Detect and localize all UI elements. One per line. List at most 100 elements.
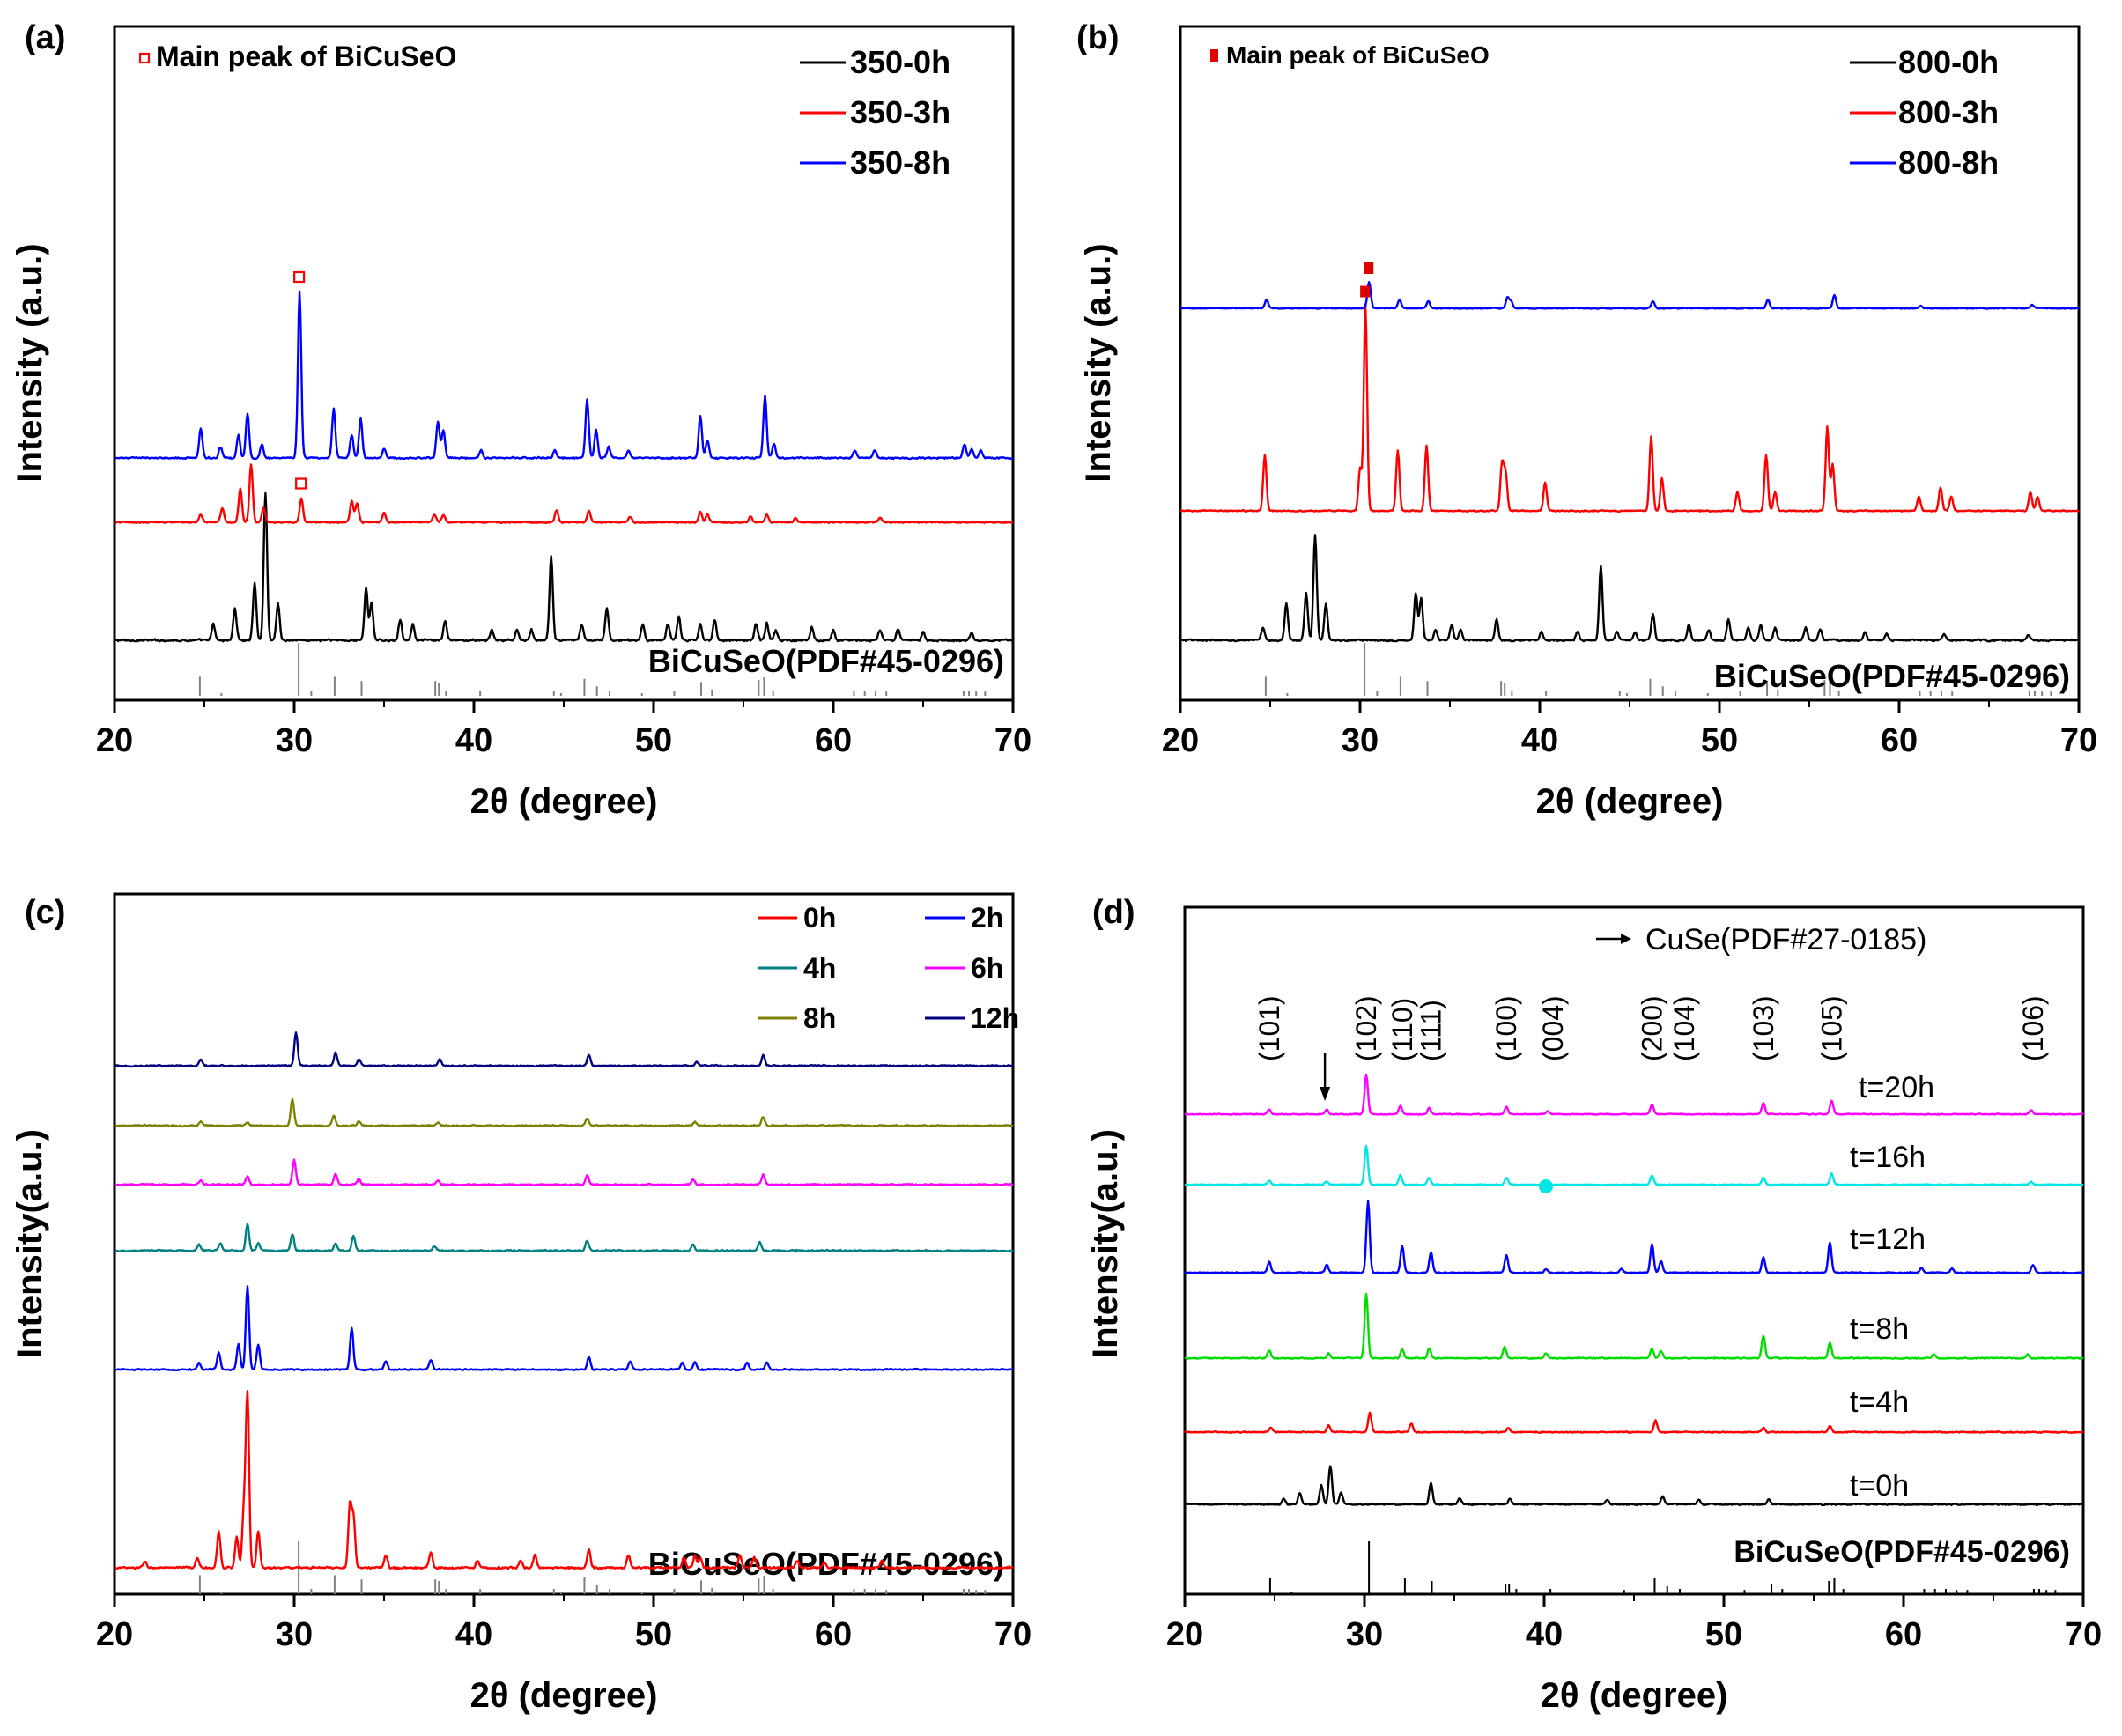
series-line-6h [114, 1158, 1014, 1187]
miller-index-label: (101) [1253, 995, 1285, 1061]
x-tick-label: 30 [1342, 722, 1379, 759]
series-line-t=8h [1184, 1292, 2084, 1361]
legend-label: 800-3h [1898, 94, 1999, 130]
series-label: t=0h [1850, 1469, 1909, 1503]
series-line-t=20h [1184, 1073, 2084, 1116]
series-label: t=20h [1859, 1071, 1934, 1104]
miller-index-label: (100) [1490, 995, 1522, 1061]
miller-index-label: (004) [1537, 995, 1569, 1061]
legend-label: 800-0h [1898, 44, 1999, 80]
series-line-t=16h [1184, 1144, 2084, 1186]
main-peak-marker [293, 270, 306, 284]
x-axis-label: 2θ (degree) [1536, 782, 1724, 821]
panel-label: (d) [1092, 894, 1135, 931]
x-tick-label: 60 [1885, 1616, 1922, 1653]
reference-label: BiCuSeO(PDF#45-0296) [1714, 658, 2070, 694]
series-label: t=4h [1850, 1385, 1909, 1419]
series-line-t=0h [1184, 1465, 2084, 1507]
series-line-4h [114, 1223, 1014, 1253]
miller-index-label: (200) [1636, 995, 1667, 1061]
x-tick-label: 50 [1705, 1616, 1742, 1653]
cuse-legend-arrowhead [1621, 934, 1631, 944]
legend-label: 0h [803, 902, 836, 934]
main-peak-marker [1360, 285, 1371, 298]
marker-legend-swatch [1210, 49, 1218, 62]
legend-label: 350-3h [850, 94, 950, 130]
x-tick-label: 50 [635, 722, 672, 759]
y-axis-label: Intensity (a.u.) [11, 243, 49, 482]
x-tick-label: 50 [1701, 722, 1738, 759]
y-axis-label: Intensity(a.u.) [1086, 1129, 1125, 1358]
legend-label: 6h [971, 952, 1003, 984]
legend-label: 4h [803, 952, 836, 984]
series-line-8h [114, 1097, 1014, 1128]
legend-label: 12h [971, 1002, 1019, 1034]
series-line-t=4h [1184, 1411, 2084, 1435]
miller-index-label: (102) [1350, 995, 1382, 1061]
series-line-0h [114, 1389, 1014, 1570]
x-tick-label: 30 [276, 1616, 313, 1653]
x-tick-label: 60 [815, 1616, 852, 1653]
miller-index-label: (104) [1668, 995, 1700, 1061]
panel-a: 20 30 40 50 60 70 2θ (degree) Intensity (a.u.) (… [11, 19, 1031, 821]
miller-index-label: (110) [1386, 998, 1418, 1061]
series-line-2h [114, 1285, 1014, 1372]
panel-label: (b) [1076, 19, 1120, 56]
series-line-350-8h [114, 290, 1014, 461]
x-tick-label: 30 [276, 722, 313, 759]
miller-index-label: (106) [2017, 995, 2049, 1061]
panel-c: 20 30 40 50 60 70 2θ (degree) Intensity(a.u.) (c… [11, 892, 1031, 1715]
marker-legend-label: Main peak of BiCuSeO [1226, 41, 1490, 69]
x-tick-label: 60 [1881, 722, 1918, 759]
x-tick-label: 20 [96, 1616, 133, 1653]
series-line-t=12h [1184, 1200, 2084, 1275]
cuse-note: CuSe(PDF#27-0185) [1645, 923, 1926, 957]
reference-label: BiCuSeO(PDF#45-0296) [1734, 1535, 2070, 1569]
x-tick-label: 40 [455, 1616, 492, 1653]
legend-label: 350-0h [850, 44, 950, 80]
miller-index-label: (111) [1415, 1000, 1446, 1061]
x-tick-label: 40 [1521, 722, 1558, 759]
main-peak-marker [1364, 262, 1374, 274]
x-tick-label: 40 [455, 722, 492, 759]
cuse-peak-arrowhead [1320, 1087, 1331, 1101]
y-axis-label: Intensity (a.u.) [1079, 243, 1118, 482]
series-line-800-8h [1179, 281, 2080, 310]
x-tick-label: 70 [2065, 1616, 2102, 1653]
x-tick-label: 20 [1162, 722, 1199, 759]
x-tick-label: 20 [96, 722, 133, 759]
miller-index-label: (103) [1748, 995, 1779, 1061]
panel-d: 20 30 40 50 60 70 2θ (degree) Intensity(a.u.) (d… [1086, 894, 2102, 1715]
x-axis-label: 2θ (degree) [1541, 1676, 1728, 1715]
panel-b: 20 30 40 50 60 70 2θ (degree) Intensity (a.u.) (… [1076, 19, 2097, 821]
series-line-800-0h [1179, 534, 2080, 643]
x-axis-label: 2θ (degree) [470, 782, 658, 821]
legend-label: 8h [803, 1002, 836, 1034]
series-label: t=8h [1850, 1312, 1909, 1346]
highlight-dot [1539, 1179, 1554, 1193]
series-line-12h [114, 1031, 1014, 1068]
panel-label: (c) [25, 894, 65, 931]
series-line-800-3h [1179, 303, 2080, 513]
legend-label: 800-8h [1898, 144, 1999, 181]
main-peak-marker [295, 477, 307, 490]
marker-legend-label: Main peak of BiCuSeO [156, 41, 456, 72]
x-tick-label: 70 [994, 1616, 1031, 1653]
x-tick-label: 30 [1346, 1616, 1383, 1653]
x-axis-label: 2θ (degree) [470, 1676, 658, 1715]
miller-index-label: (105) [1815, 995, 1847, 1061]
legend-label: 2h [971, 902, 1003, 934]
series-line-350-3h [114, 463, 1014, 525]
series-label: t=16h [1850, 1141, 1926, 1174]
x-tick-label: 60 [815, 722, 852, 759]
y-axis-label: Intensity(a.u.) [11, 1129, 49, 1358]
marker-legend-swatch [138, 52, 151, 64]
legend-label: 350-8h [850, 144, 950, 181]
series-line-350-0h [114, 491, 1014, 643]
reference-label: BiCuSeO(PDF#45-0296) [648, 643, 1004, 679]
x-tick-label: 20 [1166, 1616, 1203, 1653]
x-tick-label: 50 [635, 1616, 672, 1653]
series-label: t=12h [1850, 1223, 1926, 1256]
x-tick-label: 70 [2060, 722, 2097, 759]
